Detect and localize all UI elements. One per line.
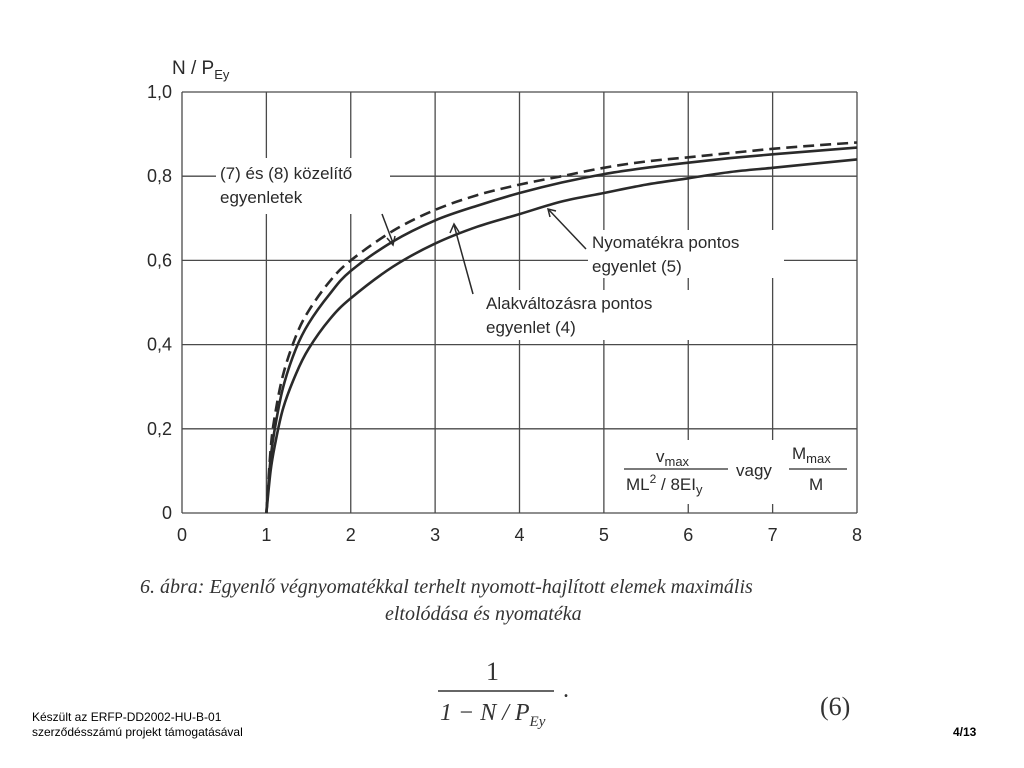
y-tick-label: 0,4 — [147, 335, 172, 355]
series-line-1 — [265, 146, 858, 514]
equation-dot: . — [563, 677, 569, 703]
x-tick-label: 7 — [768, 525, 778, 545]
annotation-moment-leader — [548, 209, 587, 250]
y-axis-label: N / PEy — [172, 58, 230, 82]
x-tick-label: 6 — [683, 525, 693, 545]
annotation-approx-arrowhead — [386, 235, 396, 247]
annotation-moment-line2: egyenlet (5) — [592, 257, 682, 276]
x-tick-label: 2 — [346, 525, 356, 545]
annotation-moment-line1: Nyomatékra pontos — [592, 233, 739, 252]
annotation-deflection-line1: Alakváltozásra pontos — [486, 294, 652, 313]
annotation-deflection-line2: egyenlet (4) — [486, 318, 576, 337]
y-tick-label: 0,6 — [147, 250, 172, 270]
annotation-deflection: Alakváltozásra pontos egyenlet (4) — [449, 222, 696, 340]
footer-credit-line2: szerződésszámú projekt támogatásával — [32, 725, 243, 739]
formula-ml2: ML2 / 8EIy — [626, 472, 703, 497]
annotation-approx: (7) és (8) közelítő egyenletek — [216, 158, 396, 247]
figure-caption-line1: 6. ábra: Egyenlő végnyomatékkal terhelt … — [140, 576, 753, 598]
chart-ticks: 0 1 2 3 4 5 6 7 8 1,0 0,8 0,6 0,4 0,2 0 — [147, 82, 862, 545]
x-tick-label: 4 — [514, 525, 524, 545]
x-tick-label: 3 — [430, 525, 440, 545]
x-tick-label: 0 — [177, 525, 187, 545]
annotation-moment-arrowhead — [546, 207, 557, 218]
formula-m: M — [809, 475, 823, 494]
y-tick-label: 0,2 — [147, 419, 172, 439]
formula-vmax: vmax — [656, 447, 690, 469]
x-tick-label: 5 — [599, 525, 609, 545]
footer-credit-line1: Készült az ERFP-DD2002-HU-B-01 — [32, 710, 222, 724]
y-tick-label: 0,8 — [147, 166, 172, 186]
y-tick-label: 0 — [162, 503, 172, 523]
figure-caption-line2: eltolódása és nyomatéka — [385, 603, 582, 625]
annotation-approx-line1: (7) és (8) közelítő — [220, 164, 352, 183]
annotation-approx-leader — [381, 213, 394, 244]
equation-denominator: 1 − N / PEy — [440, 700, 546, 730]
formula-vagy: vagy — [736, 461, 772, 480]
y-tick-label: 1,0 — [147, 82, 172, 102]
equation-6: 1 1 − N / PEy . (6) — [438, 657, 850, 730]
annotation-deflection-leader — [453, 224, 474, 295]
x-tick-label: 8 — [852, 525, 862, 545]
series-line-0 — [265, 141, 858, 514]
annotation-deflection-arrowhead — [449, 222, 460, 234]
y-axis-label-sub: Ey — [214, 67, 230, 82]
equation-numerator: 1 — [486, 657, 499, 686]
x-tick-label: 1 — [261, 525, 271, 545]
x-axis-formula: vmax ML2 / 8EIy vagy Mmax M — [618, 440, 852, 504]
annotation-moment: Nyomatékra pontos egyenlet (5) — [546, 207, 784, 278]
page-number: 4/13 — [953, 725, 977, 739]
equation-number: (6) — [820, 692, 850, 721]
formula-mmax: Mmax — [792, 444, 831, 466]
annotation-approx-line2: egyenletek — [220, 188, 303, 207]
